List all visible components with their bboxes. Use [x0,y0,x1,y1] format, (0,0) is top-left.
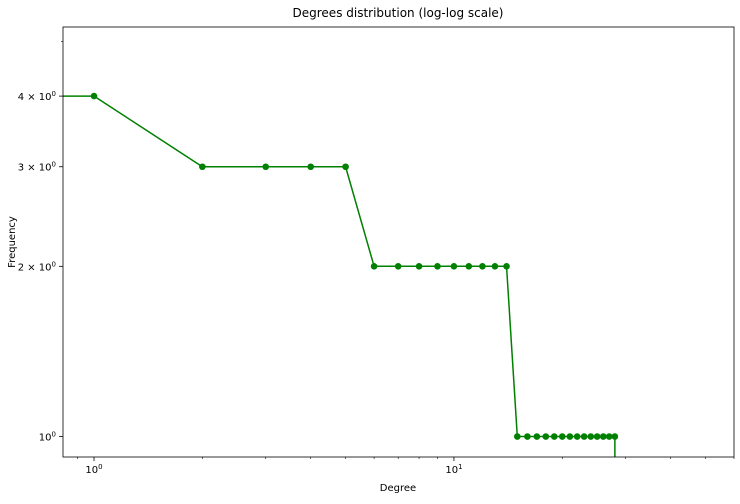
data-point [491,263,499,270]
x-tick-label: 101 [445,463,462,476]
data-point [558,433,566,440]
data-point [307,163,315,171]
data-point [514,433,521,440]
ticks-layer: 100 101 100 2 × 100 3 × 100 4 × 100 [18,41,735,476]
data-point [465,263,473,270]
data-point [394,263,402,270]
data-point [434,263,441,270]
data-point [370,263,378,270]
data-point [524,433,531,440]
data-point [573,433,581,440]
data-point [503,263,510,270]
x-axis-label: Degree [380,483,416,494]
data-point [533,433,541,440]
data-point [479,263,486,270]
data-point [90,92,98,100]
x-tick-label: 100 [85,463,102,476]
series-line [63,95,616,457]
data-point [450,263,458,270]
y-axis-label: Frequency [7,216,18,268]
data-point [587,433,595,440]
data-point [199,163,206,171]
data-point [593,433,601,440]
data-point [605,433,613,440]
chart-title: Degrees distribution (log-log scale) [293,6,504,20]
plot-frame [62,26,735,458]
data-point [262,163,270,171]
y-tick-label: 100 [39,431,56,444]
y-tick-label: 2 × 100 [18,260,56,273]
data-point [415,263,423,270]
y-tick-label: 4 × 100 [18,90,56,103]
series-layer [63,92,619,457]
data-point [542,433,550,440]
data-point [580,433,588,440]
data-point [342,163,349,171]
data-point [566,433,574,440]
data-point [550,433,558,440]
y-tick-label: 3 × 100 [18,161,56,174]
data-point [611,433,619,440]
data-point [599,433,607,440]
